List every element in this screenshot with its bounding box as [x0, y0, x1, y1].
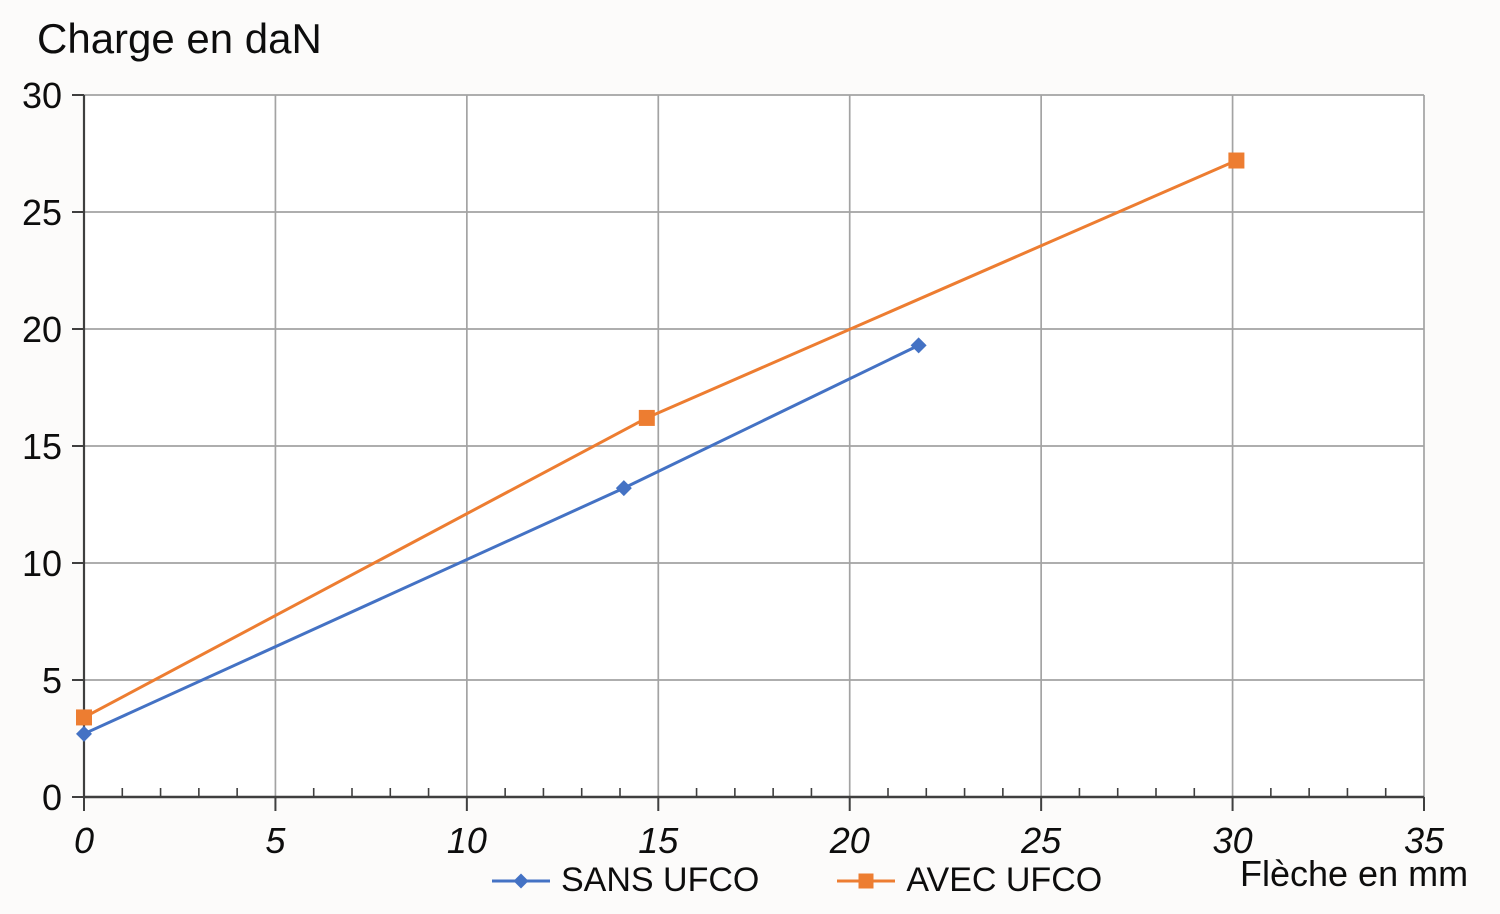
data-point-series-0	[615, 480, 632, 497]
data-point-series-1	[638, 409, 655, 426]
y-tick-label: 10	[22, 543, 62, 584]
legend-label-avec-ufco: AVEC UFCO	[906, 861, 1103, 899]
x-tick-label: 0	[74, 820, 94, 861]
legend-swatch-marker	[858, 873, 874, 888]
x-tick-label: 15	[638, 820, 679, 861]
y-tick-label: 0	[42, 777, 62, 818]
data-point-series-0	[910, 337, 927, 354]
legend-item-avec-ufco: AVEC UFCO	[837, 861, 1102, 900]
x-tick-label: 20	[829, 820, 870, 861]
legend: SANS UFCO AVEC UFCO	[492, 861, 1102, 900]
y-tick-label: 20	[22, 309, 62, 350]
x-tick-label: 35	[1404, 820, 1445, 861]
y-tick-label: 25	[22, 192, 62, 233]
x-axis-title: Flèche en mm	[1240, 853, 1469, 894]
y-tick-label: 5	[42, 660, 62, 701]
data-point-series-0	[76, 725, 92, 742]
legend-item-sans-ufco: SANS UFCO	[492, 861, 759, 900]
y-tick-label: 15	[22, 426, 62, 467]
chart-title: Charge en daN	[37, 15, 322, 62]
data-point-series-1	[76, 709, 92, 726]
x-tick-label: 10	[447, 820, 487, 861]
legend-swatch-sans-ufco	[492, 873, 550, 888]
legend-label-sans-ufco: SANS UFCO	[561, 861, 760, 899]
x-tick-label: 25	[1020, 820, 1062, 861]
x-tick-label: 5	[265, 820, 286, 861]
x-tick-label: 30	[1213, 820, 1253, 861]
data-point-series-1	[1228, 152, 1245, 169]
legend-swatch-marker	[513, 873, 529, 888]
legend-swatch-avec-ufco	[837, 873, 896, 888]
y-tick-label: 30	[22, 75, 62, 116]
